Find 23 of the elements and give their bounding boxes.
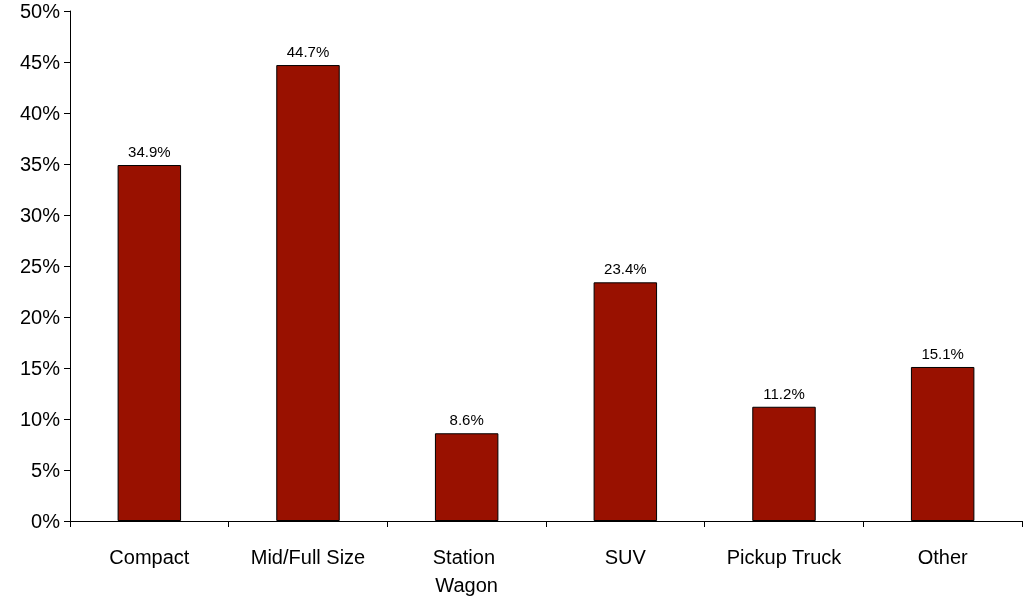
data-label: 34.9% <box>128 143 171 161</box>
x-tick-label: Mid/Full Size <box>250 546 366 568</box>
x-tick-label: SUV <box>604 546 647 568</box>
y-tick-label: 30% <box>19 204 61 226</box>
y-tick-label: 35% <box>19 153 61 175</box>
y-tick-label: 10% <box>19 408 61 430</box>
x-tick-label: Other <box>917 546 969 568</box>
y-tick-label: 25% <box>19 255 61 277</box>
y-tick-label: 5% <box>31 459 61 481</box>
x-tick-label: Pickup Truck <box>726 546 843 568</box>
y-tick-label: 0% <box>31 510 61 532</box>
y-tick-label: 20% <box>19 306 61 328</box>
data-label: 11.2% <box>763 384 805 402</box>
data-label: 8.6% <box>449 411 484 429</box>
y-tick-label: 50% <box>19 0 61 22</box>
x-tick-label: Station Wagon <box>432 546 501 596</box>
data-label: 15.1% <box>921 344 964 362</box>
y-tick-label: 15% <box>19 357 61 379</box>
data-label: 44.7% <box>286 43 330 61</box>
data-label: 23.4% <box>604 260 647 278</box>
y-tick-label: 45% <box>19 51 61 73</box>
x-tick-label: Compact <box>109 546 190 568</box>
y-tick-label: 40% <box>19 102 61 124</box>
